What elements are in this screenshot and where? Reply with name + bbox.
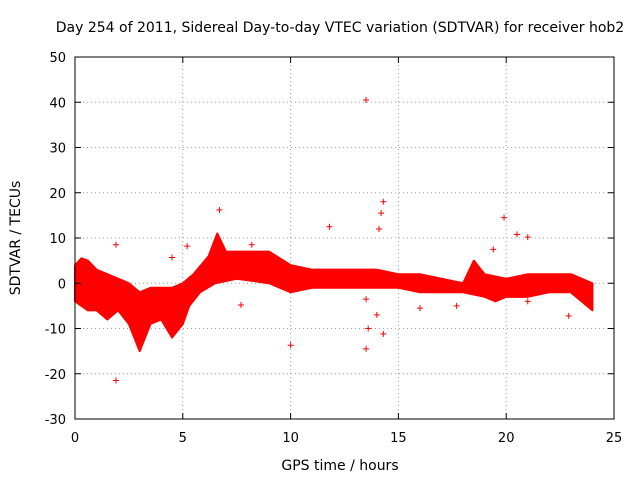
data-point: [365, 325, 372, 332]
y-tick-label: 20: [49, 187, 66, 202]
data-point: [565, 312, 572, 319]
x-tick-label: 20: [498, 431, 515, 446]
data-point: [363, 296, 370, 303]
data-point: [248, 241, 255, 248]
y-tick-label: -20: [45, 368, 66, 383]
x-tick-label: 15: [390, 431, 407, 446]
data-point: [363, 96, 370, 103]
data-point: [524, 298, 531, 305]
x-tick-label: 0: [71, 431, 79, 446]
y-axis-label: SDTVAR / TECUs: [8, 181, 24, 296]
sdtvar-band: [74, 232, 594, 353]
y-tick-label: 30: [49, 142, 66, 157]
x-tick-label: 10: [282, 431, 299, 446]
y-tick-label: 40: [49, 96, 66, 111]
data-point: [453, 302, 460, 309]
data-point: [184, 243, 191, 250]
data-point: [216, 206, 223, 213]
data-point: [112, 241, 119, 248]
y-tick-label: 0: [58, 277, 66, 292]
data-point: [524, 234, 531, 241]
data-point: [378, 210, 385, 217]
grid-lines: [75, 57, 614, 419]
data-point: [380, 330, 387, 337]
y-tick-label: -30: [45, 413, 66, 428]
data-point: [287, 342, 294, 349]
data-point: [169, 254, 176, 261]
data-band: [74, 232, 594, 353]
x-axis-label: GPS time / hours: [281, 458, 398, 474]
x-tick-label: 25: [606, 431, 623, 446]
axis-ticks: 0 5 10 15 20 25 -30 -20 -10 0 10 20 30 40 50: [45, 51, 623, 446]
data-point: [238, 301, 245, 308]
x-tick-label: 5: [179, 431, 187, 446]
data-point: [513, 231, 520, 238]
data-point: [326, 223, 333, 230]
data-point: [363, 345, 370, 352]
data-point: [416, 305, 423, 312]
chart-title: Day 254 of 2011, Sidereal Day-to-day VTE…: [56, 20, 624, 36]
data-points: [112, 96, 572, 384]
data-point: [490, 246, 497, 253]
y-tick-label: 10: [49, 232, 66, 247]
data-point: [112, 377, 119, 384]
data-point: [343, 275, 350, 282]
data-point: [501, 214, 508, 221]
y-tick-label: 50: [49, 51, 66, 66]
data-point: [373, 311, 380, 318]
data-point: [375, 225, 382, 232]
data-point: [380, 198, 387, 205]
y-tick-label: -10: [45, 323, 66, 338]
